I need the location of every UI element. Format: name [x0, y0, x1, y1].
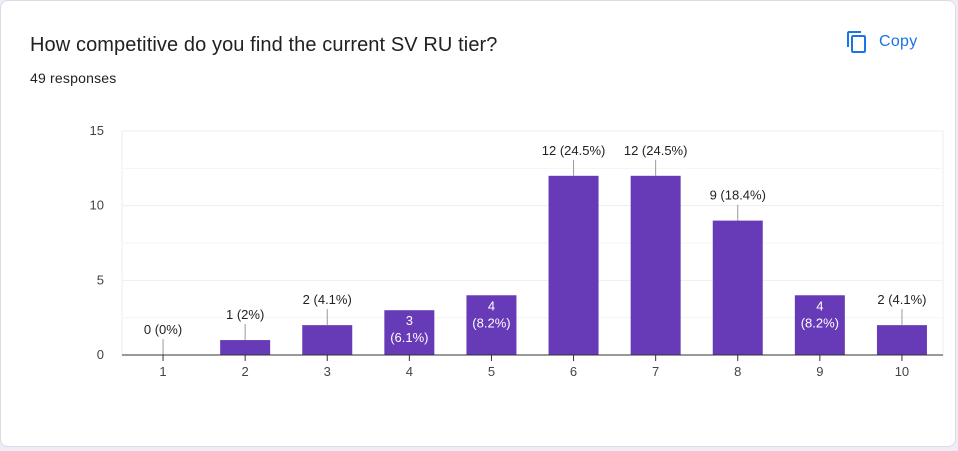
copy-icon	[847, 31, 866, 53]
y-tick-label: 10	[90, 198, 104, 213]
data-label: 12 (24.5%)	[624, 143, 688, 158]
y-tick-label: 0	[97, 347, 104, 362]
copy-button[interactable]: Copy	[837, 25, 926, 59]
bar-6	[548, 175, 599, 355]
bar-9	[794, 295, 845, 355]
data-label: 12 (24.5%)	[542, 143, 606, 158]
x-tick-label: 4	[406, 364, 413, 379]
bar-4	[384, 310, 435, 355]
data-label: 2 (4.1%)	[877, 292, 926, 307]
data-label: 4	[488, 298, 495, 313]
data-label: (8.2%)	[801, 315, 839, 330]
copy-label: Copy	[879, 33, 918, 50]
bar-7	[630, 175, 681, 355]
data-label: 1 (2%)	[226, 307, 264, 322]
response-count: 49 responses	[30, 70, 117, 86]
question-title: How competitive do you find the current …	[30, 34, 498, 56]
data-label: (6.1%)	[390, 330, 428, 345]
bar-3	[302, 325, 353, 355]
x-tick-label: 6	[570, 364, 577, 379]
bar-8	[712, 220, 763, 355]
data-label: 2 (4.1%)	[303, 292, 352, 307]
y-tick-label: 15	[90, 123, 104, 138]
data-label: (8.2%)	[472, 315, 510, 330]
bar-2	[220, 340, 271, 355]
x-tick-label: 9	[816, 364, 823, 379]
bar-10	[876, 325, 927, 355]
bar-5	[466, 295, 517, 355]
x-tick-label: 10	[895, 364, 909, 379]
x-tick-label: 2	[242, 364, 249, 379]
y-tick-label: 5	[97, 272, 104, 287]
data-label: 3	[406, 313, 413, 328]
data-label: 0 (0%)	[144, 322, 182, 337]
data-label: 9 (18.4%)	[710, 188, 766, 203]
data-label: 4	[816, 298, 823, 313]
x-tick-label: 7	[652, 364, 659, 379]
x-tick-label: 5	[488, 364, 495, 379]
x-tick-label: 1	[159, 364, 166, 379]
x-tick-label: 8	[734, 364, 741, 379]
x-tick-label: 3	[324, 364, 331, 379]
